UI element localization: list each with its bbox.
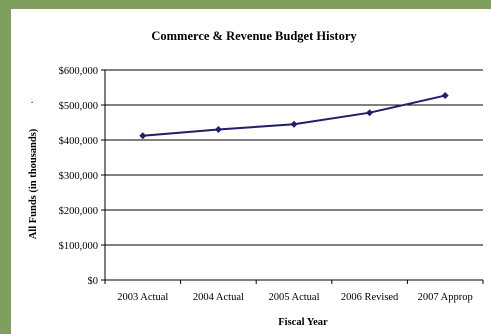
y-axis-label: All Funds (in thousands)	[28, 128, 39, 239]
x-tick-label: 2007 Approp	[418, 292, 473, 303]
data-point-marker	[214, 126, 222, 133]
data-point-marker	[290, 120, 298, 128]
x-tick-labels: 2003 Actual 2004 Actual 2005 Actual 2006 Re…	[117, 292, 472, 303]
line-chart: Commerce & Revenue Budget History All Fu…	[28, 29, 484, 328]
data-point-marker	[366, 109, 374, 117]
x-tick-label: 2004 Actual	[193, 292, 244, 303]
axes	[101, 69, 484, 284]
chart-title: Commerce & Revenue Budget History	[151, 29, 357, 43]
y-tick-label: $200,000	[59, 206, 98, 217]
x-tick-label: 2005 Actual	[268, 292, 319, 303]
chart-area: Commerce & Revenue Budget History All Fu…	[11, 9, 491, 334]
y-tick-label: $500,000	[59, 101, 98, 112]
grid-lines	[105, 69, 483, 246]
x-tick-label: 2006 Revised	[341, 292, 399, 303]
data-point-marker	[441, 92, 449, 100]
data-point-marker	[139, 132, 147, 140]
y-tick-label: $0	[88, 276, 99, 287]
x-axis-label: Fiscal Year	[278, 317, 328, 328]
y-axis-label-marker: .	[31, 95, 34, 106]
data-series	[139, 92, 449, 140]
x-tick-label: 2003 Actual	[117, 292, 168, 303]
y-tick-label: $400,000	[59, 136, 98, 147]
y-tick-label: $300,000	[59, 171, 98, 182]
y-tick-label: $600,000	[59, 66, 98, 77]
series-line	[142, 94, 446, 137]
y-tick-labels: $0 $100,000 $200,000 $300,000 $400,000 $500,0…	[59, 66, 98, 287]
y-tick-label: $100,000	[59, 241, 98, 252]
